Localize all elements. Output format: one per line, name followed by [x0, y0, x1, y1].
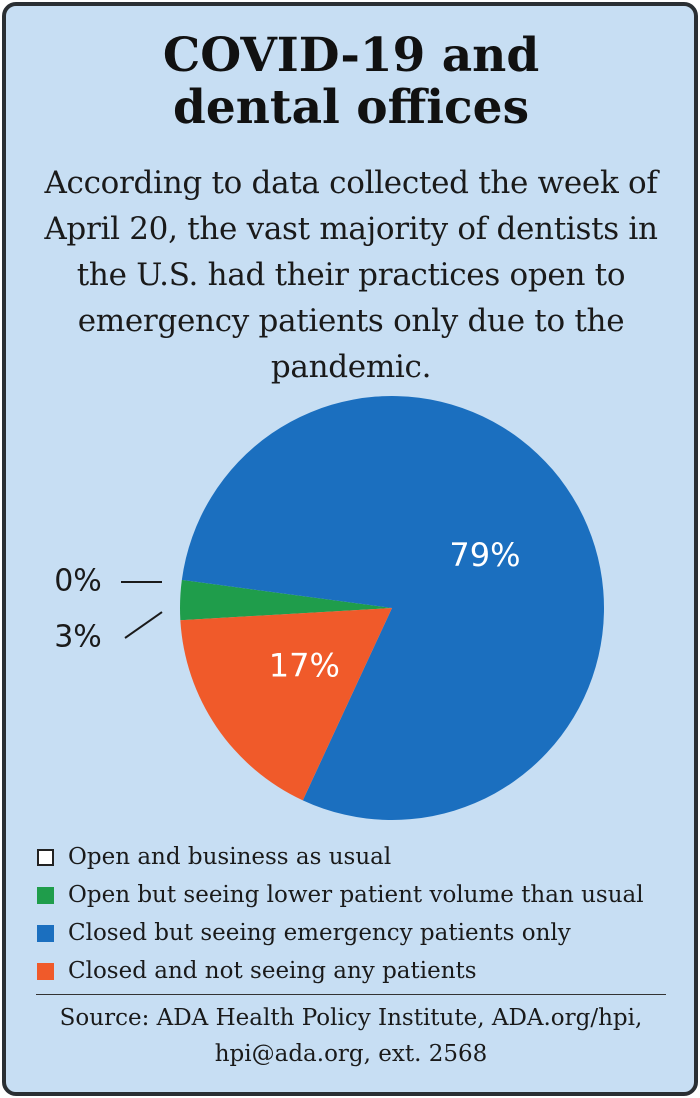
legend-item: Closed and not seeing any patients — [37, 952, 644, 990]
legend-item: Open and business as usual — [37, 838, 644, 876]
slice-label: 3% — [54, 620, 102, 655]
legend-label: Open and business as usual — [68, 844, 392, 870]
pie-slice — [181, 396, 604, 821]
pie-slice — [180, 579, 392, 621]
legend-item: Open but seeing lower patient volume tha… — [37, 876, 644, 914]
legend: Open and business as usual Open but seein… — [37, 838, 644, 990]
divider — [36, 994, 666, 995]
legend-item: Closed but seeing emergency patients onl… — [37, 914, 644, 952]
chart-title: COVID-19 and dental offices — [162, 28, 540, 135]
pie-chart: 0% 3% 79% 17% — [54, 396, 604, 821]
legend-swatch — [37, 962, 54, 980]
legend-label: Open but seeing lower patient volume tha… — [68, 882, 644, 908]
legend-label: Closed but seeing emergency patients onl… — [68, 920, 571, 946]
legend-swatch — [37, 924, 54, 942]
legend-label: Closed and not seeing any patients — [68, 958, 477, 984]
leader-line — [124, 611, 163, 639]
chart-subtitle: According to data collected the week of … — [44, 165, 658, 385]
legend-swatch — [37, 886, 54, 904]
pie-slice — [180, 608, 392, 801]
slice-label: 0% — [54, 564, 102, 599]
legend-swatch — [37, 848, 54, 866]
slice-label: 79% — [449, 536, 520, 574]
source-note: Source: ADA Health Policy Institute, ADA… — [59, 1005, 643, 1067]
slice-label: 17% — [269, 647, 340, 685]
